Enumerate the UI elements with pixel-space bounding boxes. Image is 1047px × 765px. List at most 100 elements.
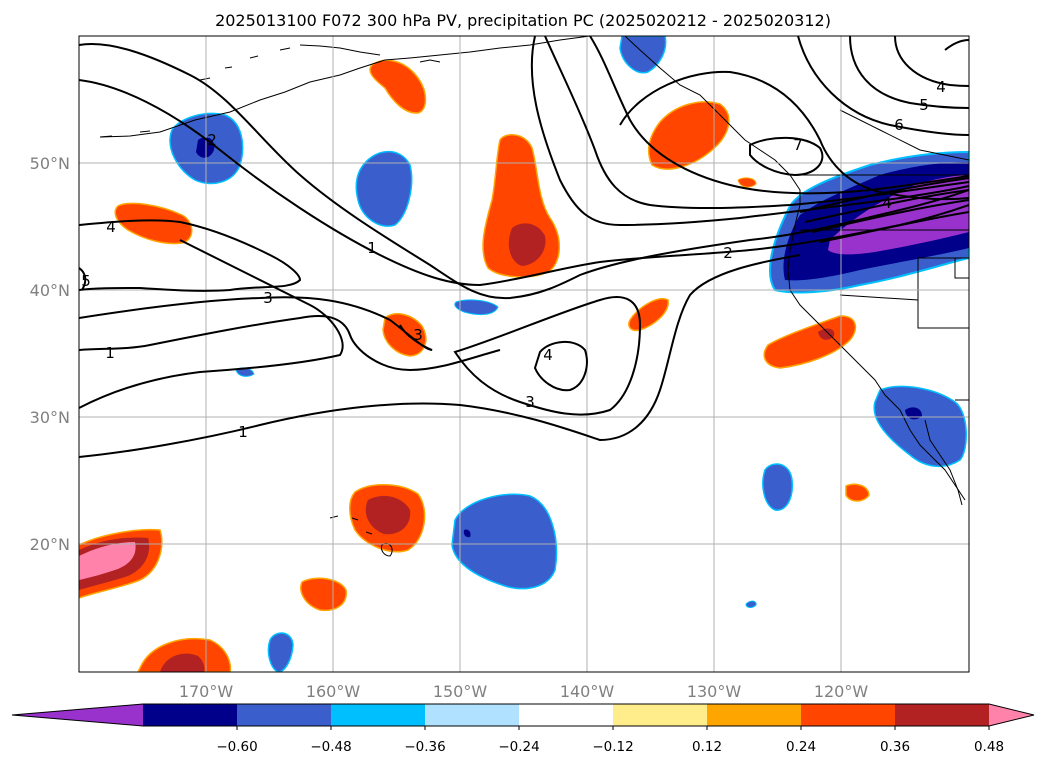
coast-hawaii — [329, 515, 393, 557]
colorbar-extend-min — [12, 704, 143, 726]
precip-negative-southwest — [873, 385, 967, 467]
contour-6-ne — [797, 36, 969, 136]
contour-label: 4 — [106, 218, 116, 236]
colorbar-segment — [425, 704, 520, 726]
pv-contours — [79, 36, 969, 458]
colorbar-tick-label: 0.48 — [974, 739, 1004, 755]
colorbar: −0.60 −0.48 −0.36 −0.24 −0.12 0.12 0.24 0.36 0.4… — [11, 703, 1035, 755]
contour-label: 7 — [793, 136, 803, 154]
map-content: 1 1 1 2 2 3 3 3 4 4 4 4 5 5 6 7 — [79, 36, 969, 672]
contour-jet-3 — [589, 36, 969, 195]
colorbar-segment — [895, 704, 990, 726]
lon-label: 130°W — [687, 682, 742, 701]
lat-label: 20°N — [30, 535, 70, 554]
contour-4-ne-small — [944, 39, 969, 51]
contour-label: 2 — [207, 131, 217, 149]
contour-label: 5 — [81, 272, 91, 290]
lon-label: 160°W — [306, 682, 361, 701]
colorbar-tick-label: −0.60 — [216, 739, 257, 755]
contour-4-loop — [533, 341, 588, 392]
precip-negative-150w — [454, 299, 499, 316]
lat-label: 30°N — [30, 408, 70, 427]
precip-negative-147w-core — [463, 529, 471, 538]
precip-positive-170w — [114, 202, 193, 245]
contour-label: 6 — [894, 116, 904, 134]
precip-positive-bc-small — [737, 177, 757, 188]
precip-negative-165w — [267, 632, 294, 672]
precip-positive-135w — [628, 298, 669, 332]
lon-label: 140°W — [560, 682, 615, 701]
colorbar-tick-label: 0.24 — [786, 739, 816, 755]
precip-positive-hawaii-core — [365, 495, 411, 535]
precip-positive-bc — [648, 101, 730, 170]
contour-7 — [749, 136, 824, 177]
precip-positive-gulf — [369, 59, 427, 114]
colorbar-segment — [519, 704, 614, 726]
colorbar-tick-label: −0.12 — [592, 739, 633, 755]
contour-1-mid — [79, 239, 344, 409]
coast-aleutian-islands — [99, 47, 291, 138]
precip-positive-155w — [382, 313, 427, 357]
contour-label: 2 — [723, 244, 733, 262]
precip-positive-145w-core — [508, 223, 546, 266]
colorbar-segment — [331, 704, 426, 726]
precip-positive-california-core — [818, 328, 835, 340]
contour-label: 4 — [882, 194, 892, 212]
colorbar-tick-label: 0.12 — [692, 739, 722, 755]
lat-label: 50°N — [30, 154, 70, 173]
colorbar-segment — [707, 704, 802, 726]
precip-negative-155w — [355, 150, 413, 227]
colorbar-segment — [143, 704, 238, 726]
precip-negative-125w — [762, 463, 794, 511]
precip-negative-147w — [451, 493, 558, 590]
colorbar-extend-max — [989, 704, 1034, 726]
precip-positive-160w — [300, 577, 347, 612]
longitude-labels: 170°W 160°W 150°W 140°W 130°W 120°W — [179, 682, 869, 701]
coast-alaska — [99, 36, 591, 138]
lat-label: 40°N — [30, 281, 70, 300]
precip-negative-southwest-core — [905, 407, 922, 420]
precip-positive-south-core — [160, 653, 205, 672]
colorbar-segment — [613, 704, 708, 726]
lon-label: 120°W — [814, 682, 869, 701]
figure-title: 2025013100 F072 300 hPa PV, precipitatio… — [215, 11, 831, 30]
precip-negative-small-127w — [745, 600, 757, 608]
lon-label: 170°W — [179, 682, 234, 701]
state-borders — [790, 109, 969, 401]
contour-label: 4 — [936, 78, 946, 96]
contour-label: 1 — [238, 423, 248, 441]
contour-label: 1 — [105, 344, 115, 362]
precip-positive-california — [763, 315, 857, 369]
contour-3-right — [453, 296, 642, 416]
colorbar-segment — [801, 704, 896, 726]
latitude-labels: 50°N 40°N 30°N 20°N — [30, 154, 70, 554]
coast-alaska-interior — [299, 44, 441, 63]
colorbar-tick-label: −0.36 — [404, 739, 445, 755]
contour-label: 5 — [919, 96, 929, 114]
contour-1-lower — [79, 254, 801, 458]
contour-5-nw — [79, 267, 87, 291]
contour-label: 4 — [543, 346, 553, 364]
contour-labels: 1 1 1 2 2 3 3 3 4 4 4 4 5 5 6 7 — [81, 78, 946, 441]
precip-positive-west-pink — [79, 542, 136, 580]
colorbar-tick-label: −0.24 — [498, 739, 539, 755]
precip-negative-alaska — [619, 36, 667, 74]
lon-label: 150°W — [433, 682, 488, 701]
colorbar-tick-label: −0.48 — [310, 739, 351, 755]
contour-label: 3 — [263, 289, 273, 307]
contour-label: 3 — [413, 326, 423, 344]
precip-positive-118w — [845, 483, 870, 502]
contour-4-ne — [894, 36, 969, 87]
map-frame — [78, 35, 970, 673]
colorbar-segment — [237, 704, 332, 726]
contour-2 — [79, 79, 969, 287]
contour-4-left — [79, 219, 302, 292]
contour-jet-4 — [619, 70, 969, 201]
contour-5-ne — [849, 36, 969, 109]
contour-3-left — [79, 296, 433, 351]
colorbar-tick-label: 0.36 — [880, 739, 910, 755]
coast-west-us — [787, 204, 966, 501]
contour-1-north — [79, 43, 969, 300]
contour-1-upper — [79, 315, 501, 372]
